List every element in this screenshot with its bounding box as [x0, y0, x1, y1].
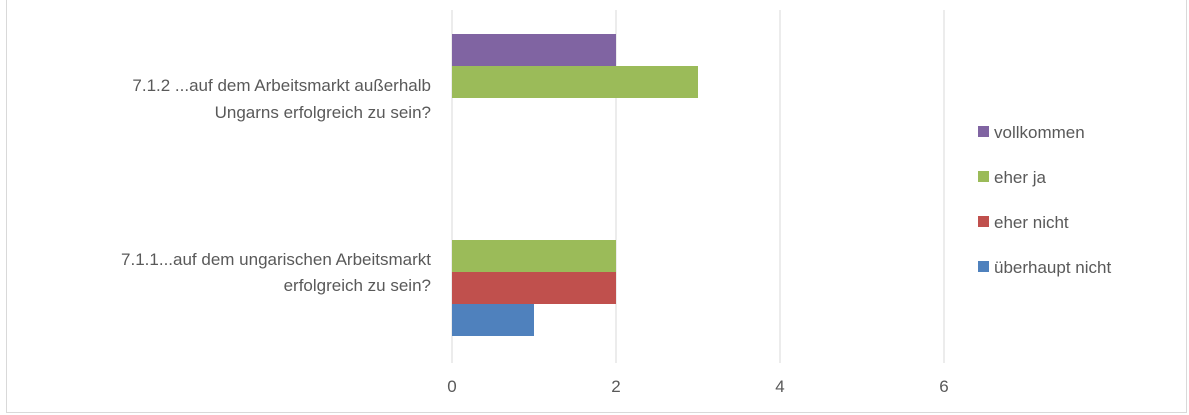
legend-label: vollkommen [994, 123, 1085, 142]
category-labels: 7.1.2 ...auf dem Arbeitsmarkt außerhalb U… [121, 76, 431, 295]
chart-frame: 7.1.2 ...auf dem Arbeitsmarkt außerhalb U… [6, 0, 1187, 413]
category-label: 7.1.1...auf dem ungarischen Arbeitsmarkt… [121, 250, 431, 295]
legend-label: eher nicht [994, 213, 1069, 232]
legend-swatch [978, 261, 989, 272]
bar-chart: 7.1.2 ...auf dem Arbeitsmarkt außerhalb U… [121, 10, 1111, 396]
legend-swatch [978, 216, 989, 227]
category-label-line: 7.1.1...auf dem ungarischen Arbeitsmarkt [121, 250, 431, 269]
category-label: 7.1.2 ...auf dem Arbeitsmarkt außerhalb U… [132, 76, 431, 122]
x-tick-label: 2 [611, 377, 620, 396]
legend-label: eher ja [994, 168, 1047, 187]
legend-label: überhaupt nicht [994, 258, 1111, 277]
bar-eher-ja-cat1 [452, 66, 698, 98]
category-label-line: Ungarns erfolgreich zu sein? [215, 103, 431, 122]
legend-swatch [978, 126, 989, 137]
x-tick-label: 0 [447, 377, 456, 396]
bar-überhaupt-nicht-cat0 [452, 304, 534, 336]
legend: vollkommen eher ja eher nicht überhaupt nic… [978, 123, 1111, 277]
bar-eher-ja-cat0 [452, 240, 616, 272]
category-label-line: 7.1.2 ...auf dem Arbeitsmarkt außerhalb [132, 76, 431, 95]
bar-eher-nicht-cat0 [452, 272, 616, 304]
x-tick-labels: 0 2 4 6 [447, 377, 948, 396]
category-label-line: erfolgreich zu sein? [284, 276, 431, 295]
bar-vollkommen-cat1 [452, 34, 616, 66]
legend-swatch [978, 171, 989, 182]
x-tick-label: 4 [775, 377, 784, 396]
x-tick-label: 6 [939, 377, 948, 396]
bars [452, 34, 698, 336]
